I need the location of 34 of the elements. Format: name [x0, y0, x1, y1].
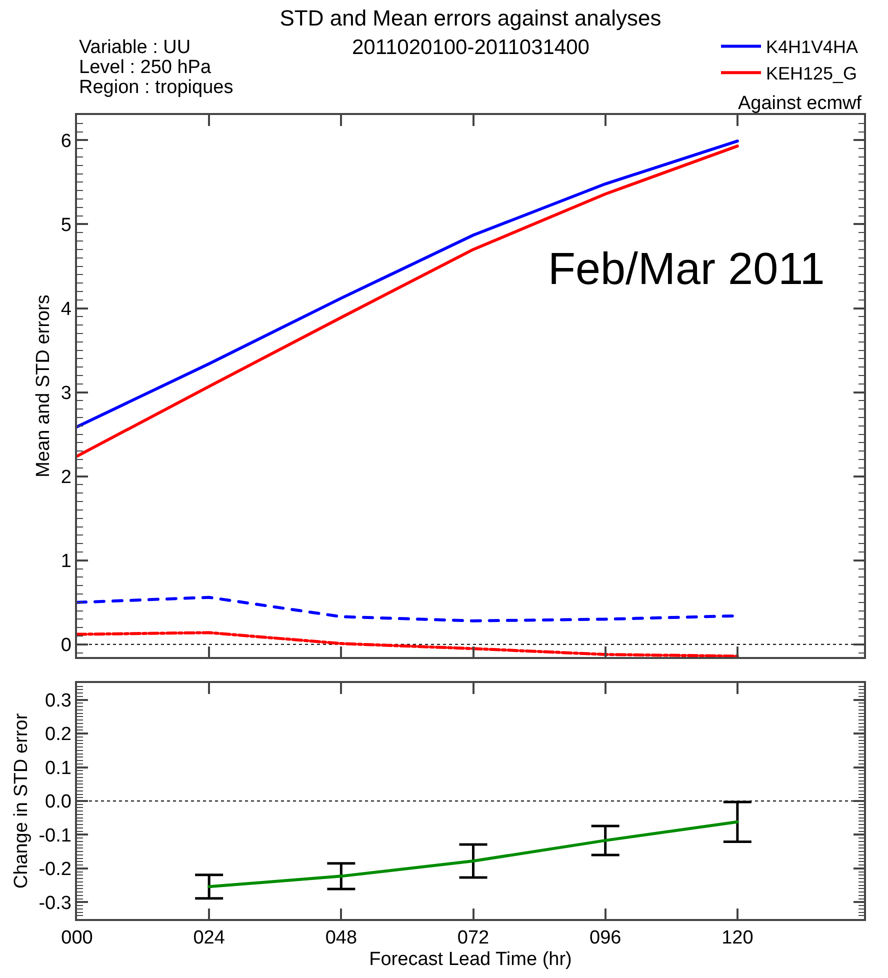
y-tick-label: -0.1	[38, 825, 72, 846]
text: Level : 250 hPa	[79, 57, 212, 78]
y-tick-label: 0.1	[45, 758, 72, 779]
x-tick-label: 096	[589, 928, 622, 949]
y-tick-label: 0	[60, 635, 72, 656]
line-series	[77, 631, 739, 657]
x-axis-title: Forecast Lead Time (hr)	[369, 948, 572, 970]
y-tick-label: 0.3	[45, 690, 72, 712]
x-tick-label: 048	[325, 928, 358, 949]
y-axis-title: Mean and STD errors	[33, 294, 54, 478]
text: Variable : UU	[79, 37, 191, 58]
x-tick-label: 120	[722, 928, 754, 949]
annotation: Feb/Mar 2011	[548, 243, 825, 294]
y-tick-label: 3	[60, 382, 72, 404]
y-tick-label: -0.2	[38, 859, 72, 880]
y-tick-label: 5	[60, 214, 72, 236]
y-tick-label: 6	[60, 130, 72, 152]
legend-label: K4H1V4HA	[766, 37, 858, 58]
x-tick-label: 000	[61, 928, 93, 949]
y-axis-title: Change in STD error	[11, 712, 32, 889]
text: Region : tropiques	[79, 77, 234, 98]
y-tick-label: -0.3	[38, 892, 72, 914]
x-tick-label: 024	[193, 928, 226, 949]
line-series	[208, 820, 739, 888]
y-tick-label: 1	[60, 551, 72, 572]
chart-subtitle: 2011020100-2011031400	[352, 36, 590, 59]
y-tick-label: 0.2	[45, 724, 72, 746]
y-tick-label: 2	[60, 466, 72, 488]
legend-label: KEH125_G	[766, 64, 858, 84]
y-tick-label: 4	[60, 298, 72, 320]
chart-title: STD and Mean errors against analyses	[280, 6, 662, 31]
x-tick-label: 072	[457, 928, 490, 949]
text: Against ecmwf	[738, 93, 862, 114]
y-tick-label: 0.0	[45, 792, 72, 813]
